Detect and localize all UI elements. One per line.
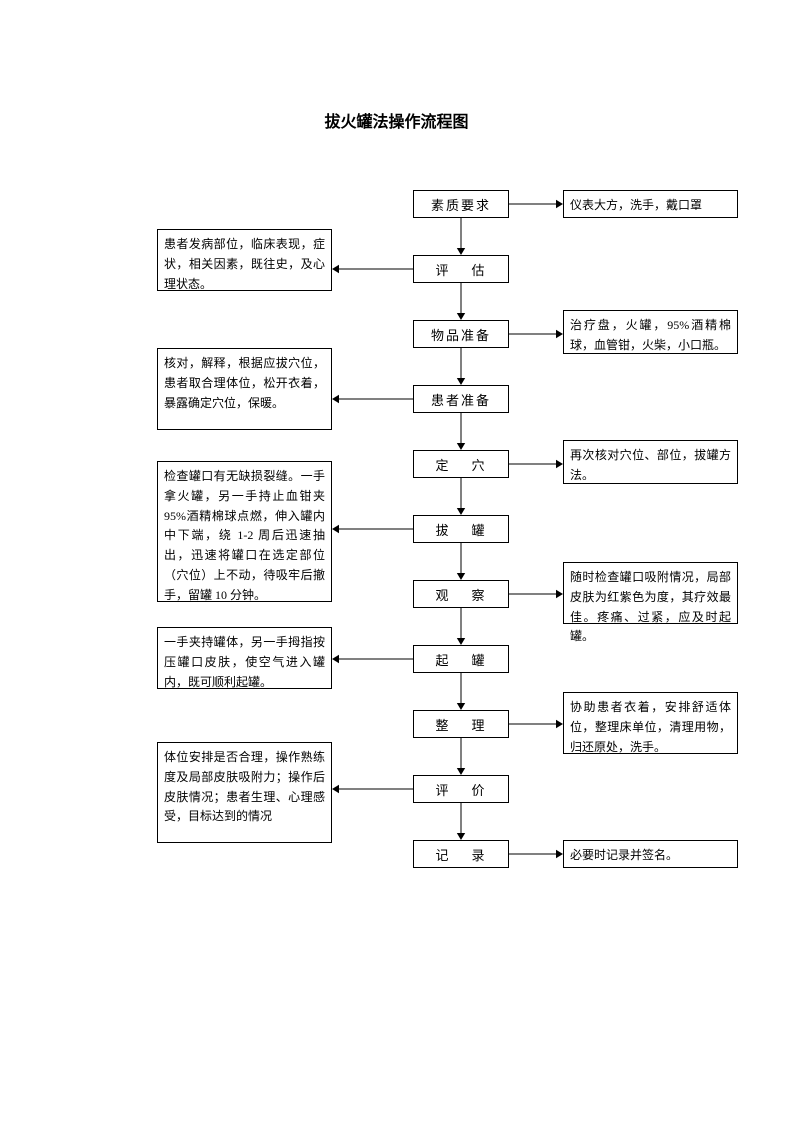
side-note-s2-left: 患者发病部位，临床表现，症状，相关因素，既往史，及心理状态。 <box>157 229 332 291</box>
side-note-s8-left: 一手夹持罐体，另一手拇指按压罐口皮肤，使空气进入罐内，既可顺利起罐。 <box>157 627 332 689</box>
side-note-text: 必要时记录并签名。 <box>570 848 678 862</box>
flow-step-s5: 定 穴 <box>413 450 509 478</box>
flow-step-label: 评 价 <box>435 780 486 799</box>
page-title: 拔火罐法操作流程图 <box>0 108 793 132</box>
flow-step-s1: 素质要求 <box>413 190 509 218</box>
flow-step-label: 评 估 <box>435 260 486 279</box>
flow-step-label: 起 罐 <box>435 650 486 669</box>
side-note-s4-left: 核对，解释，根据应拔穴位，患者取合理体位，松开衣着，暴露确定穴位，保暖。 <box>157 348 332 430</box>
side-note-s7-right: 随时检查罐口吸附情况，局部皮肤为红紫色为度，其疗效最佳。疼痛、过紧，应及时起罐。 <box>563 562 738 624</box>
side-note-text: 一手夹持罐体，另一手拇指按压罐口皮肤，使空气进入罐内，既可顺利起罐。 <box>164 635 325 689</box>
flow-step-label: 观 察 <box>435 585 486 604</box>
side-note-s5-right: 再次核对穴位、部位，拔罐方法。 <box>563 440 738 484</box>
flow-step-s4: 患者准备 <box>413 385 509 413</box>
side-note-text: 协助患者衣着，安排舒适体位，整理床单位，清理用物，归还原处，洗手。 <box>570 700 731 754</box>
side-note-s11-right: 必要时记录并签名。 <box>563 840 738 868</box>
side-note-text: 患者发病部位，临床表现，症状，相关因素，既往史，及心理状态。 <box>164 237 325 291</box>
flow-step-label: 拔 罐 <box>435 520 486 539</box>
side-note-s1-right: 仪表大方，洗手，戴口罩 <box>563 190 738 218</box>
flow-step-s10: 评 价 <box>413 775 509 803</box>
flow-step-label: 素质要求 <box>431 195 491 214</box>
flow-step-s3: 物品准备 <box>413 320 509 348</box>
flow-step-s11: 记 录 <box>413 840 509 868</box>
flow-step-s2: 评 估 <box>413 255 509 283</box>
flow-step-label: 患者准备 <box>431 390 491 409</box>
side-note-text: 治疗盘，火罐，95%酒精棉球，血管钳，火柴，小口瓶。 <box>570 318 731 352</box>
flow-step-label: 物品准备 <box>431 325 491 344</box>
side-note-text: 再次核对穴位、部位，拔罐方法。 <box>570 448 731 482</box>
flow-lines <box>0 0 793 1122</box>
side-note-s9-right: 协助患者衣着，安排舒适体位，整理床单位，清理用物，归还原处，洗手。 <box>563 692 738 754</box>
flow-step-label: 整 理 <box>435 715 486 734</box>
flow-step-label: 定 穴 <box>435 455 486 474</box>
side-note-text: 检查罐口有无缺损裂缝。一手拿火罐，另一手持止血钳夹 95%酒精棉球点燃，伸入罐内… <box>164 469 325 602</box>
flow-step-s8: 起 罐 <box>413 645 509 673</box>
side-note-text: 仪表大方，洗手，戴口罩 <box>570 198 702 212</box>
page: 拔火罐法操作流程图 素质要求评 估物品准备患者准备定 穴拔 罐观 察起 罐整 理… <box>0 0 793 1122</box>
side-note-text: 核对，解释，根据应拔穴位，患者取合理体位，松开衣着，暴露确定穴位，保暖。 <box>164 356 325 410</box>
side-note-s10-left: 体位安排是否合理，操作熟练度及局部皮肤吸附力；操作后皮肤情况；患者生理、心理感受… <box>157 742 332 843</box>
flow-step-s6: 拔 罐 <box>413 515 509 543</box>
side-note-text: 随时检查罐口吸附情况，局部皮肤为红紫色为度，其疗效最佳。疼痛、过紧，应及时起罐。 <box>570 570 731 643</box>
side-note-text: 体位安排是否合理，操作熟练度及局部皮肤吸附力；操作后皮肤情况；患者生理、心理感受… <box>164 750 325 823</box>
side-note-s3-right: 治疗盘，火罐，95%酒精棉球，血管钳，火柴，小口瓶。 <box>563 310 738 354</box>
flow-step-s7: 观 察 <box>413 580 509 608</box>
flow-step-label: 记 录 <box>435 845 486 864</box>
side-note-s6-left: 检查罐口有无缺损裂缝。一手拿火罐，另一手持止血钳夹 95%酒精棉球点燃，伸入罐内… <box>157 461 332 602</box>
flow-step-s9: 整 理 <box>413 710 509 738</box>
